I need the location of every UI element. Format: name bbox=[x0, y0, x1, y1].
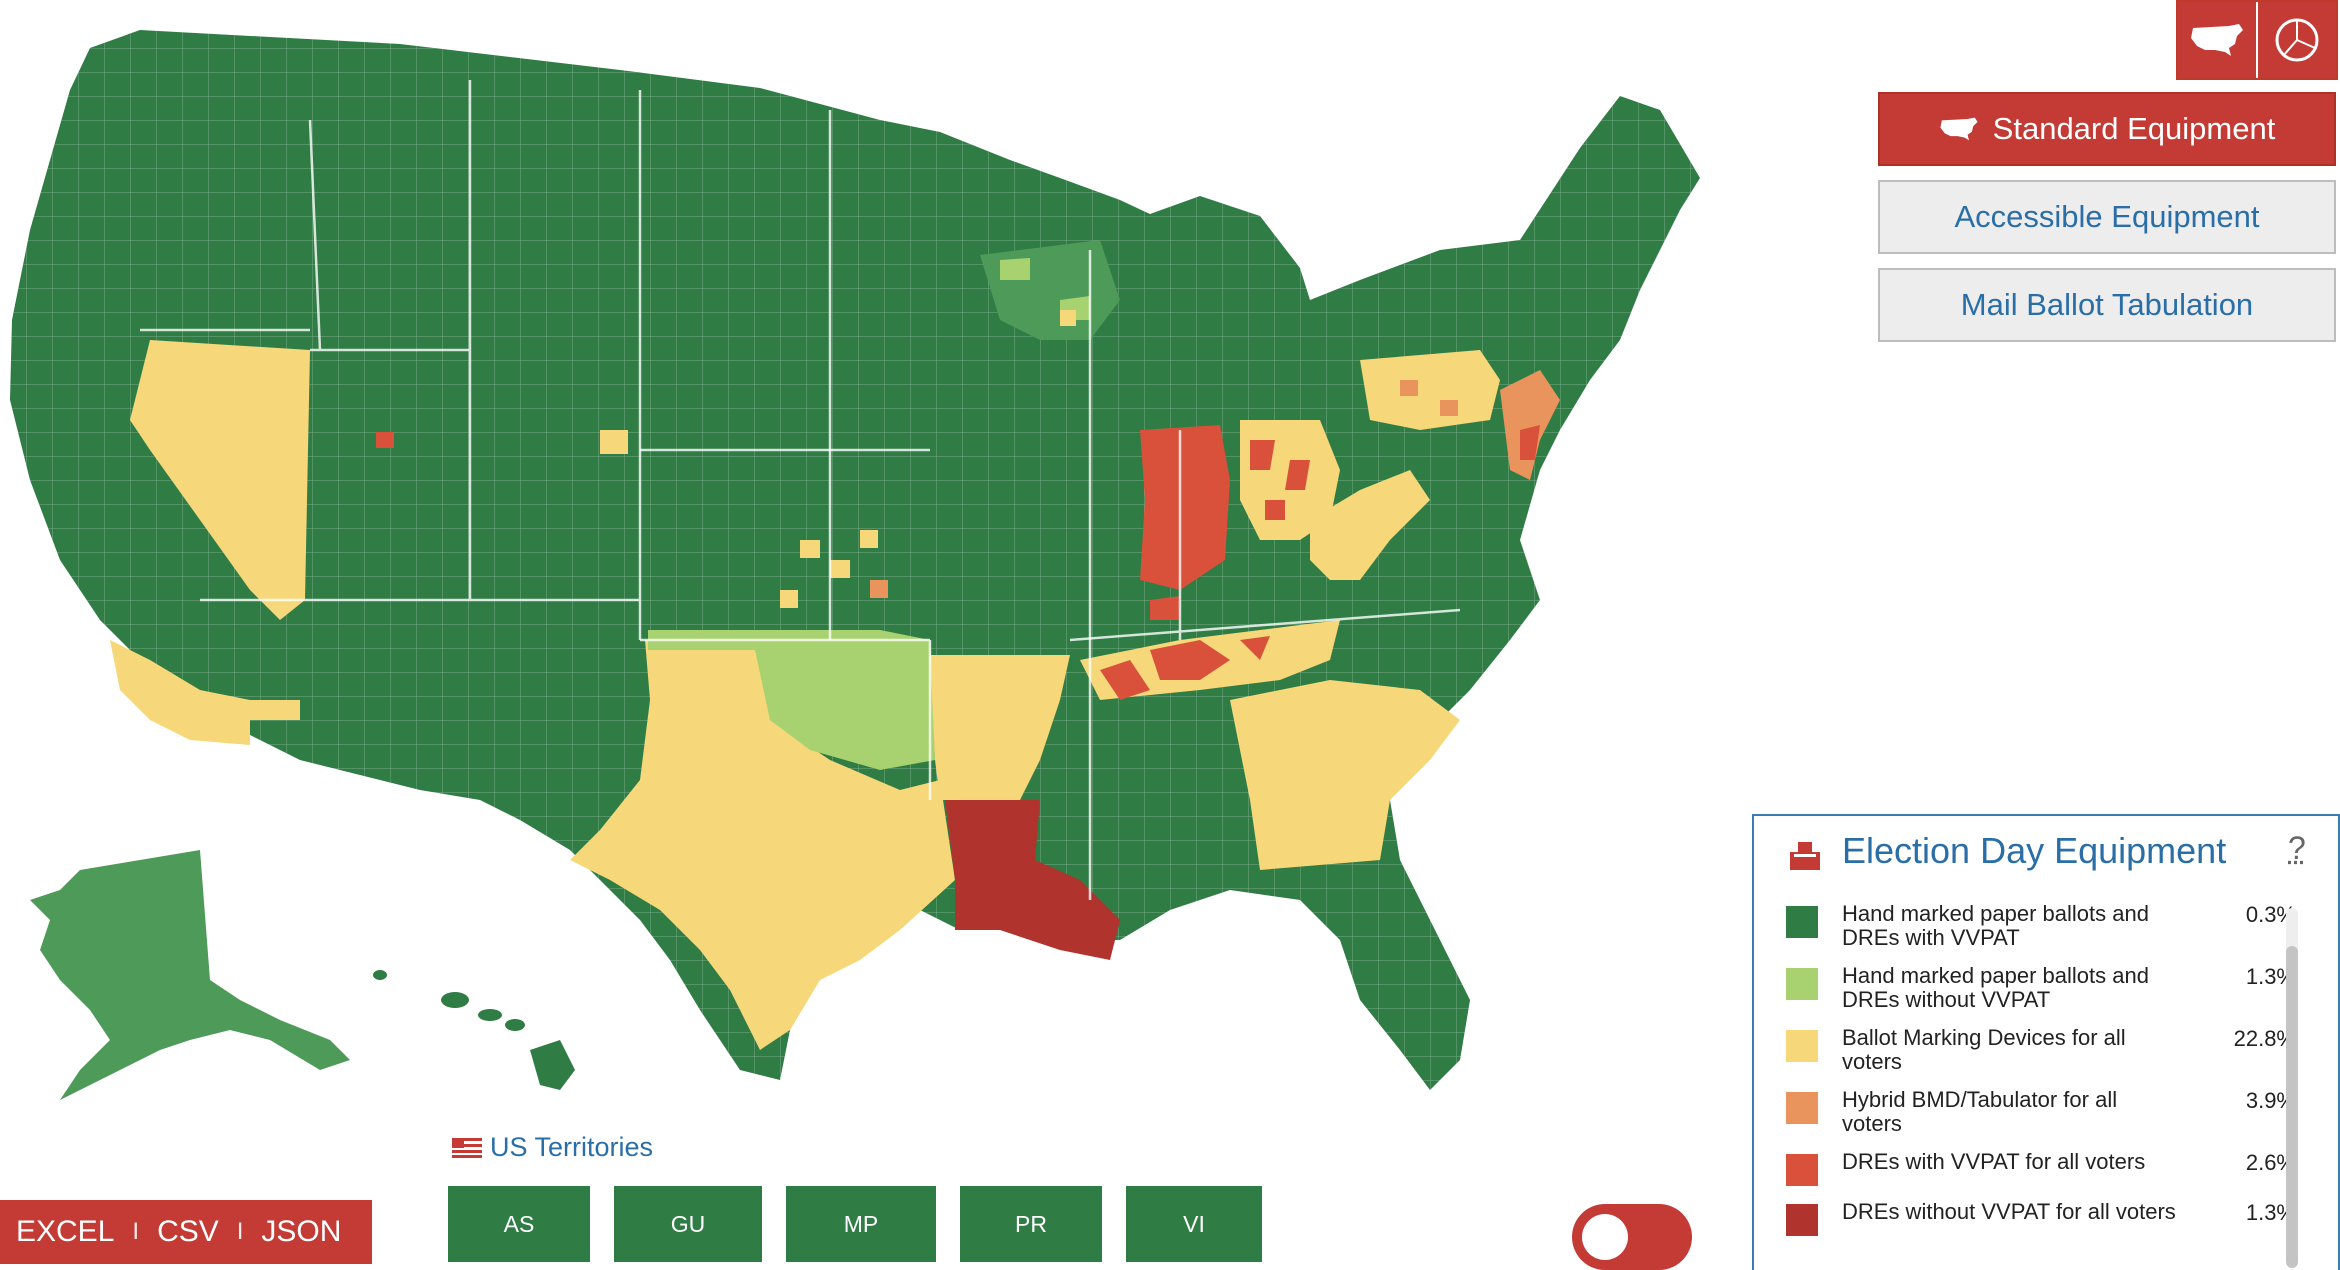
territory-button-pr[interactable]: PR bbox=[960, 1186, 1102, 1262]
export-json-link[interactable]: JSON bbox=[261, 1215, 342, 1248]
legend-label: DREs without VVPAT for all voters bbox=[1842, 1199, 2176, 1224]
legend-item[interactable]: Hand marked paper ballots and DREs withou… bbox=[1786, 964, 2306, 1024]
territory-button-gu[interactable]: GU bbox=[614, 1186, 762, 1262]
export-bar: EXCEL I CSV I JSON bbox=[0, 1200, 372, 1264]
tab-mail-ballot-tabulation[interactable]: Mail Ballot Tabulation bbox=[1878, 268, 2336, 342]
region-louisiana[interactable] bbox=[945, 800, 1120, 960]
chart-view-button[interactable] bbox=[2256, 2, 2336, 78]
legend-swatch bbox=[1786, 1030, 1818, 1062]
region-hawaii[interactable] bbox=[373, 970, 575, 1090]
export-csv-link[interactable]: CSV bbox=[157, 1215, 219, 1248]
legend-label: Hybrid BMD/Tabulator for all voters bbox=[1842, 1087, 2118, 1136]
legend-label: Hand marked paper ballots and DREs withou… bbox=[1842, 963, 2149, 1012]
legend-panel: Election Day Equipment ? Hand marked pap… bbox=[1752, 814, 2340, 1270]
legend-item[interactable]: Hybrid BMD/Tabulator for all voters 3.9% bbox=[1786, 1088, 2306, 1148]
region-nevada[interactable] bbox=[130, 340, 310, 620]
legend-scrollbar-thumb[interactable] bbox=[2286, 946, 2298, 1268]
tab-label: Standard Equipment bbox=[1992, 111, 2276, 146]
us-county-map[interactable] bbox=[0, 0, 1720, 1180]
legend-percent: 22.8% bbox=[2233, 1026, 2296, 1051]
ballot-box-icon bbox=[1790, 842, 1820, 870]
view-toggle bbox=[2176, 0, 2338, 80]
us-map-icon bbox=[2191, 24, 2243, 56]
legend-item[interactable]: Hand marked paper ballots and DREs with V… bbox=[1786, 902, 2306, 962]
legend-item[interactable]: Ballot Marking Devices for all voters 22.… bbox=[1786, 1026, 2306, 1086]
tab-label: Accessible Equipment bbox=[1954, 199, 2260, 234]
legend-label: Hand marked paper ballots and DREs with V… bbox=[1842, 901, 2149, 950]
region-georgia[interactable] bbox=[1230, 680, 1460, 870]
us-flag-icon bbox=[452, 1137, 482, 1158]
legend-swatch bbox=[1786, 968, 1818, 1000]
legend-swatch bbox=[1786, 1154, 1818, 1186]
legend-item[interactable]: DREs without VVPAT for all voters 1.3% bbox=[1786, 1200, 2306, 1260]
region-pa[interactable] bbox=[1360, 350, 1500, 430]
region-oklahoma[interactable] bbox=[648, 630, 935, 770]
export-separator: I bbox=[132, 1218, 140, 1245]
territories-title: US Territories bbox=[490, 1132, 654, 1162]
map-view-button[interactable] bbox=[2178, 2, 2256, 78]
tab-accessible-equipment[interactable]: Accessible Equipment bbox=[1878, 180, 2336, 254]
export-excel-link[interactable]: EXCEL bbox=[16, 1215, 115, 1248]
region-arkansas[interactable] bbox=[930, 655, 1070, 800]
legend-item[interactable]: DREs with VVPAT for all voters 2.6% bbox=[1786, 1150, 2306, 1210]
legend-swatch bbox=[1786, 906, 1818, 938]
territories-heading: US Territories bbox=[452, 1132, 653, 1163]
tab-standard-equipment[interactable]: Standard Equipment bbox=[1878, 92, 2336, 166]
territory-button-mp[interactable]: MP bbox=[786, 1186, 936, 1262]
legend-swatch bbox=[1786, 1092, 1818, 1124]
export-separator: I bbox=[236, 1218, 244, 1245]
region-socal[interactable] bbox=[110, 640, 250, 745]
us-map-icon bbox=[1940, 117, 1978, 141]
legend-title: Election Day Equipment bbox=[1842, 830, 2227, 871]
territory-button-as[interactable]: AS bbox=[448, 1186, 590, 1262]
help-icon[interactable]: ? bbox=[2288, 830, 2306, 866]
territory-button-vi[interactable]: VI bbox=[1126, 1186, 1262, 1262]
tab-label: Mail Ballot Tabulation bbox=[1960, 287, 2254, 322]
toggle-switch-knob[interactable] bbox=[1582, 1214, 1628, 1260]
pie-chart-icon bbox=[2275, 18, 2319, 62]
legend-label: DREs with VVPAT for all voters bbox=[1842, 1149, 2146, 1174]
region-wv[interactable] bbox=[1310, 470, 1430, 580]
legend-label: Ballot Marking Devices for all voters bbox=[1842, 1025, 2126, 1074]
region-texas-yellow[interactable] bbox=[570, 640, 955, 1050]
legend-swatch bbox=[1786, 1204, 1818, 1236]
region-alaska[interactable] bbox=[30, 850, 350, 1100]
region-indiana[interactable] bbox=[1140, 425, 1230, 590]
